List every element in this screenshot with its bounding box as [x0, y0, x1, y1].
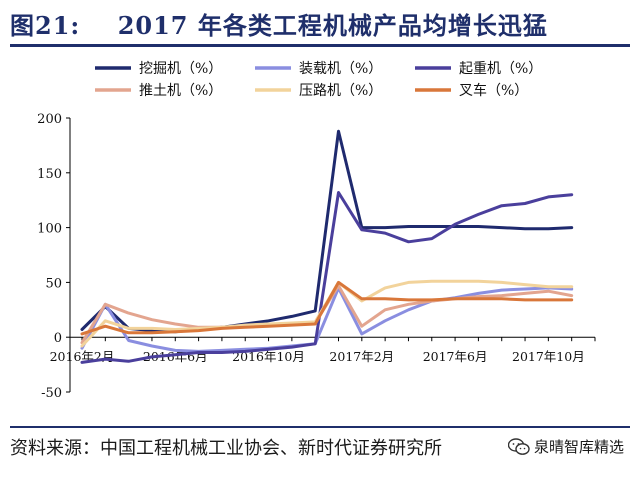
- figure-label: 图21:: [10, 11, 81, 40]
- figure-title-bar: 图21: 2017 年各类工程机械产品均增长迅猛: [10, 4, 630, 47]
- figure-title-text: 2017 年各类工程机械产品均增长迅猛: [117, 11, 548, 40]
- x-tick-label: 2017年10月: [512, 349, 585, 364]
- legend-label-1: 挖掘机（%）: [139, 61, 222, 77]
- legend-label-6: 叉车（%）: [459, 82, 528, 99]
- y-tick-label: 50: [45, 276, 62, 291]
- y-tick-label: 150: [37, 167, 62, 182]
- x-tick-label: 2016年10月: [232, 349, 305, 364]
- y-tick-label: 0: [54, 331, 62, 346]
- y-tick-label: 100: [37, 222, 62, 237]
- source-bar: 资料来源：中国工程机械工业协会、新时代证券研究所 泉晴智库精选: [10, 426, 630, 470]
- series-line-3: [80, 191, 574, 364]
- source-note: 资料来源：中国工程机械工业协会、新时代证券研究所: [10, 438, 442, 459]
- legend-label-4: 推土机（%）: [139, 83, 222, 99]
- legend-label-5: 压路机（%）: [299, 83, 382, 99]
- legend-label-3: 起重机（%）: [459, 61, 542, 77]
- watermark-text: 泉晴智库精选: [533, 438, 624, 456]
- series-line-6: [80, 280, 574, 336]
- y-tick-label: -50: [41, 386, 62, 401]
- figure-title: 图21: 2017 年各类工程机械产品均增长迅猛: [10, 6, 548, 41]
- wechat-icon: [507, 437, 530, 455]
- x-tick-label: 2017年2月: [329, 349, 394, 364]
- series-line-2: [80, 286, 574, 353]
- y-tick-label: 200: [37, 112, 62, 127]
- legend-label-2: 装载机（%）: [299, 61, 382, 77]
- x-tick-label: 2017年6月: [423, 349, 488, 364]
- watermark: 泉晴智库精选: [507, 436, 624, 457]
